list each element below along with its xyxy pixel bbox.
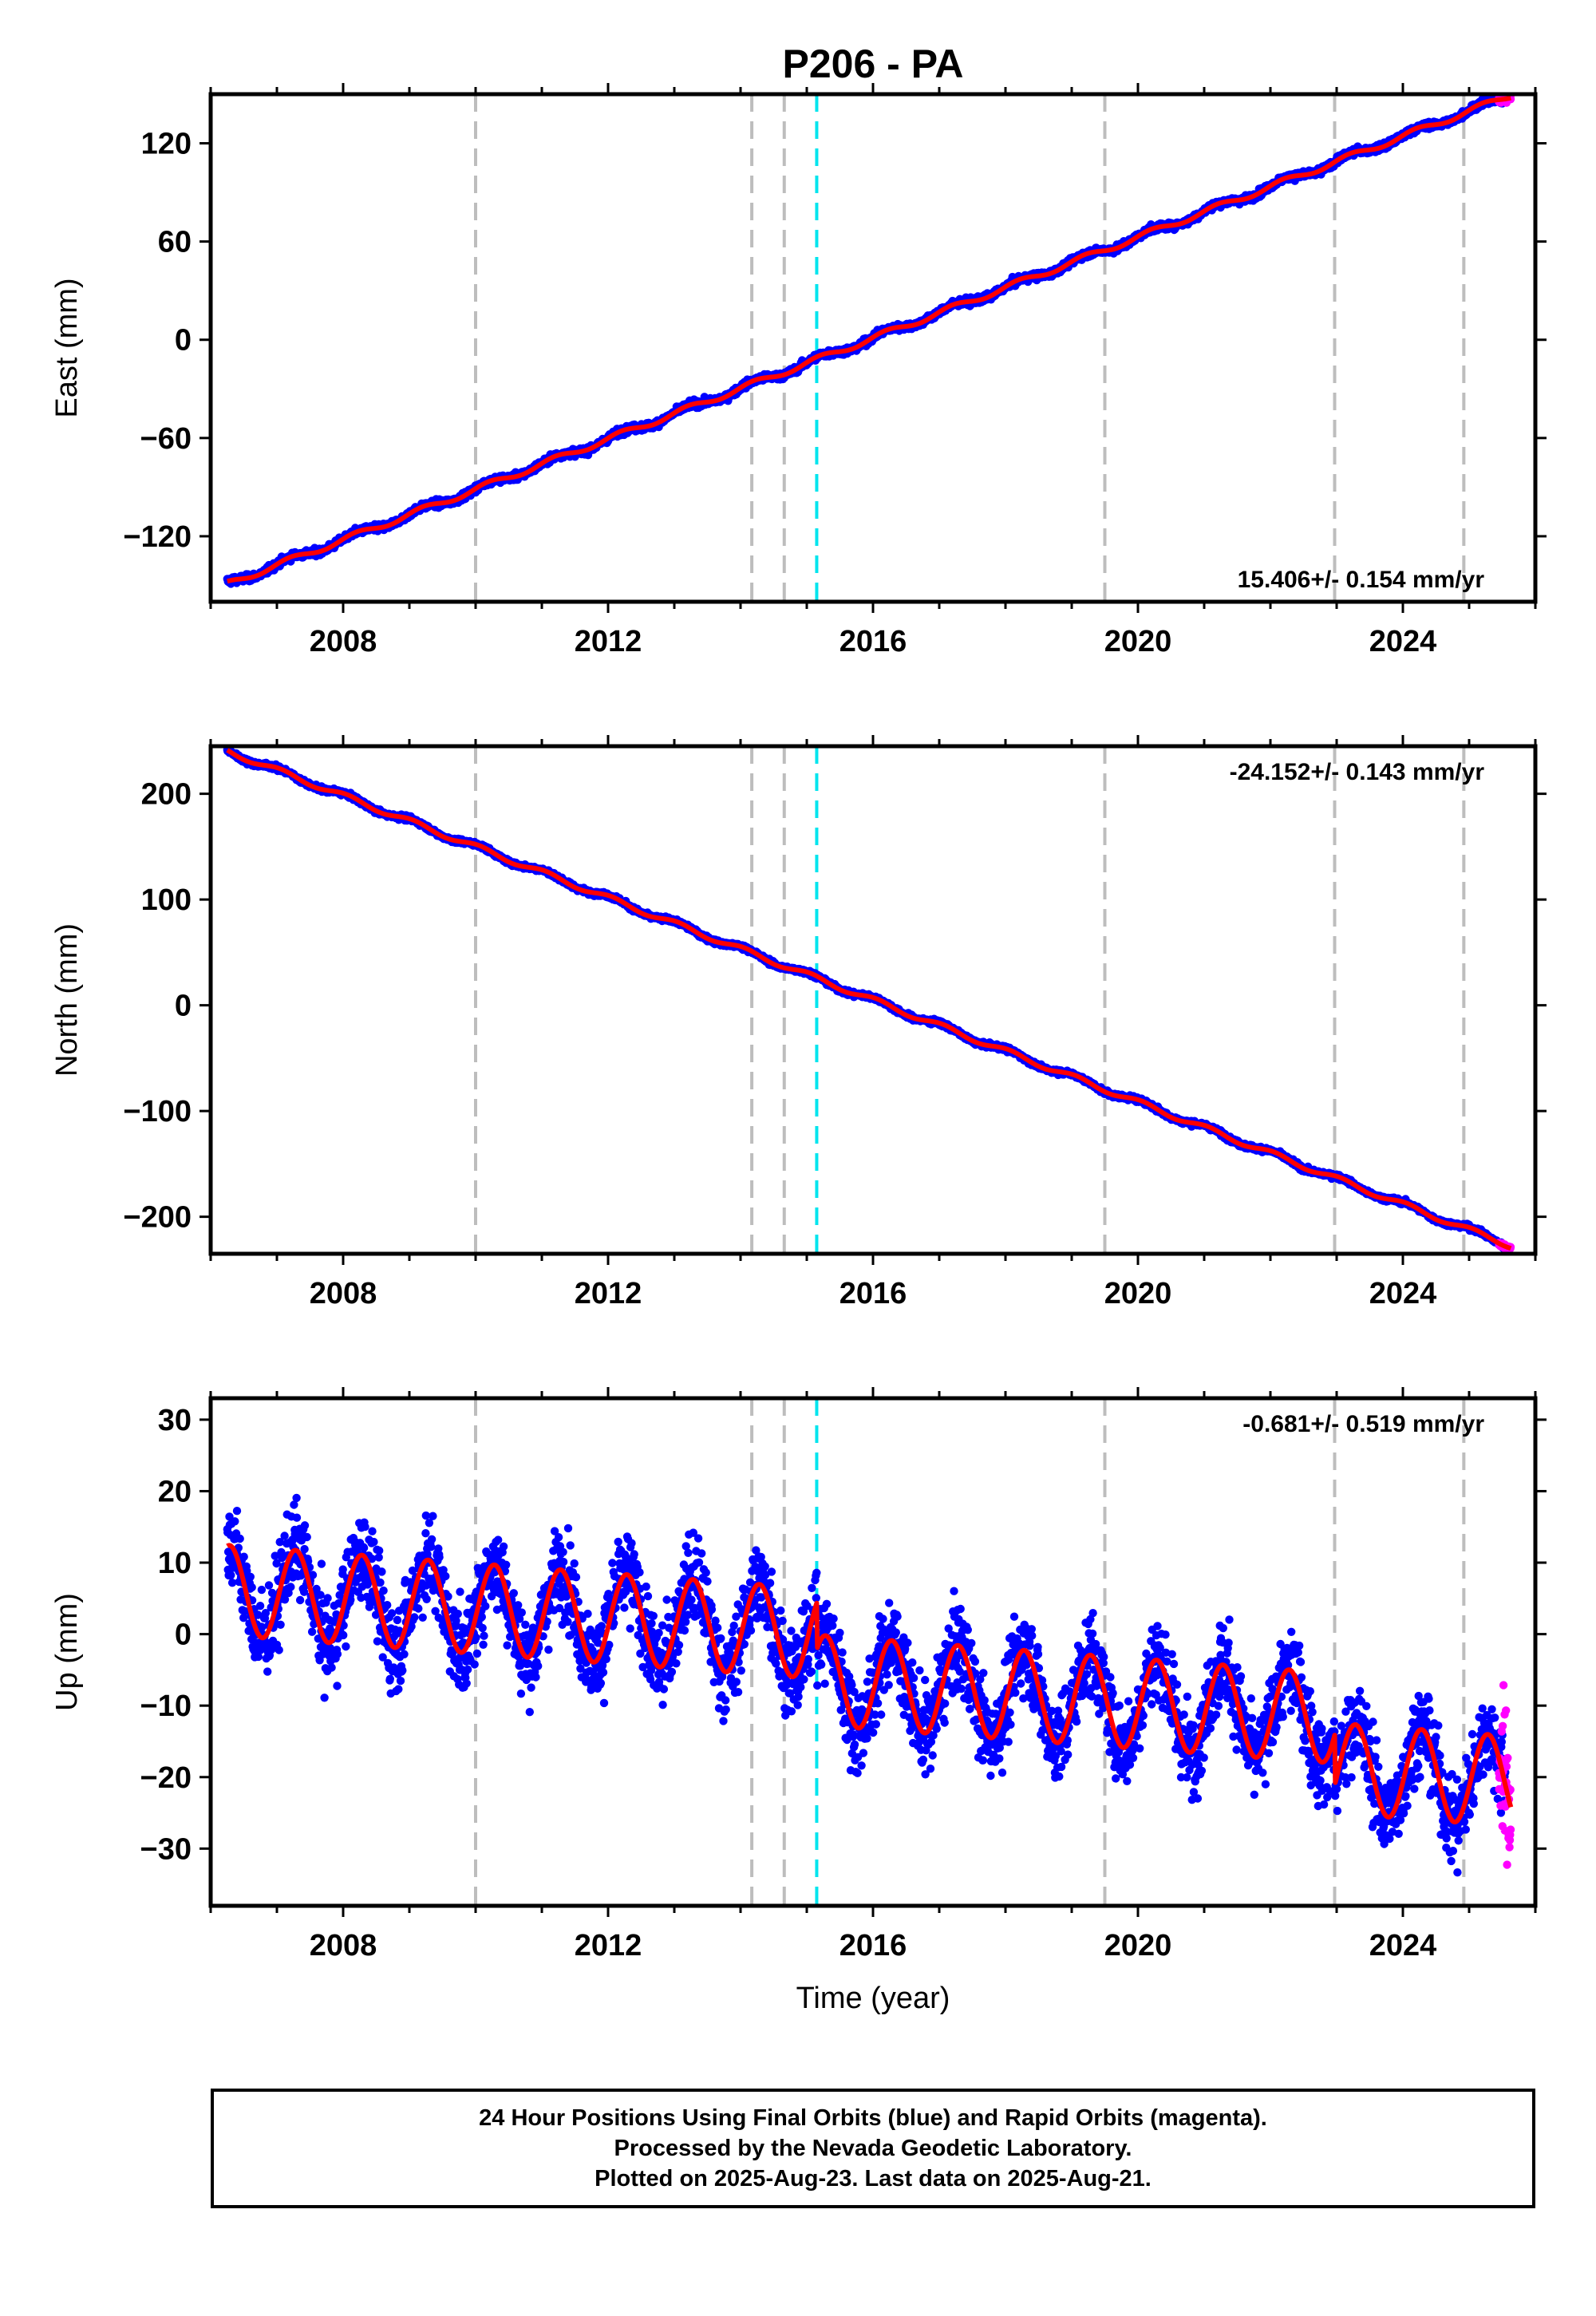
x-tick-label: 2024 [1369,625,1437,658]
y-axis-label: North (mm) [50,923,84,1077]
x-tick-label: 2020 [1104,625,1172,658]
y-tick-label: 30 [158,1404,192,1437]
plot-content [223,1398,1515,1906]
y-tick-label: 10 [158,1547,192,1580]
y-tick-label: −10 [140,1690,192,1723]
y-tick-label: 60 [158,226,192,259]
plot-content [223,746,1515,1254]
y-axis-label: East (mm) [50,278,84,417]
x-tick-label: 2020 [1104,1277,1172,1310]
y-tick-label: 20 [158,1475,192,1508]
up-panel: 2008 2012 2016 2020 2024 −30 −20 −10 0 10 20 30 Up (… [50,1387,1547,2015]
footer-line-2: Processed by the Nevada Geodetic Laborat… [614,2136,1132,2161]
x-tick-label: 2024 [1369,1277,1437,1310]
plot-content [223,94,1515,602]
y-tick-label: −200 [123,1201,192,1235]
x-tick-label: 2024 [1369,1929,1437,1962]
x-tick-label: 2012 [575,625,642,658]
footer-line-3: Plotted on 2025-Aug-23. Last data on 202… [595,2166,1152,2192]
y-tick-label: 0 [175,1618,192,1652]
y-tick-label: 200 [141,778,192,812]
final-orbit-points [223,1493,1510,1877]
x-tick-label: 2016 [839,1277,907,1310]
y-tick-label: 120 [141,128,192,161]
x-tick-label: 2008 [310,625,377,658]
y-tick-label: −30 [140,1832,192,1866]
y-tick-label: −120 [123,520,192,554]
x-tick-label: 2008 [310,1929,377,1962]
x-tick-label: 2008 [310,1277,377,1310]
model-fit-line [225,748,1513,1251]
footer-box: 24 Hour Positions Using Final Orbits (bl… [211,2089,1535,2208]
y-tick-label: −20 [140,1761,192,1795]
x-tick-label: 2020 [1104,1929,1172,1962]
footer-line-1: 24 Hour Positions Using Final Orbits (bl… [479,2105,1267,2131]
y-tick-label: 0 [175,990,192,1023]
plot-area [211,1398,1535,1906]
y-axis-label: Up (mm) [50,1593,84,1711]
x-axis-label: Time (year) [796,1982,950,2015]
east-panel: 2008 2012 2016 2020 2024 −120 −60 0 60 120 East (m… [50,83,1547,658]
velocity-label: -24.152+/- 0.143 mm/yr [1230,759,1485,785]
y-tick-label: −60 [140,422,192,456]
x-tick-label: 2012 [575,1277,642,1310]
model-fit-line [225,1543,1514,1824]
y-tick-label: −100 [123,1095,192,1128]
x-tick-label: 2012 [575,1929,642,1962]
chart-title: P206 - PA [783,41,964,86]
y-tick-label: 0 [175,324,192,358]
plot-area [211,94,1535,602]
y-tick-label: 100 [141,883,192,917]
velocity-label: 15.406+/- 0.154 mm/yr [1238,567,1485,593]
north-panel: 2008 2012 2016 2020 2024 −200 −100 0 100 200 North… [50,735,1547,1310]
x-tick-label: 2016 [839,625,907,658]
model-fit-line [225,95,1513,584]
x-tick-label: 2016 [839,1929,907,1962]
velocity-label: -0.681+/- 0.519 mm/yr [1242,1411,1484,1437]
